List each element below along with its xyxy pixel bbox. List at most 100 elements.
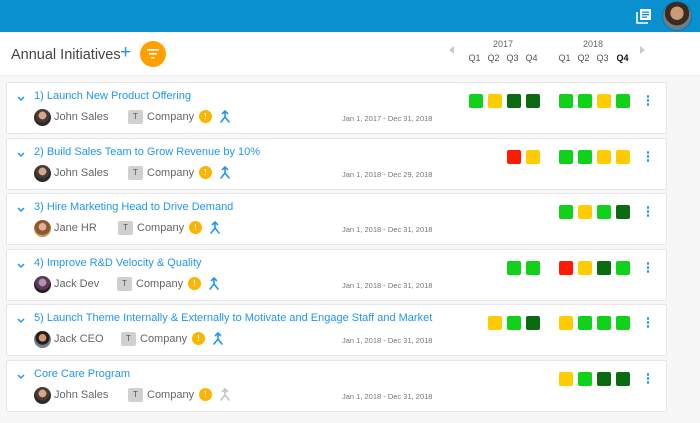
initiative-title[interactable]: 5) Launch Theme Internally & Externally … [34, 312, 433, 324]
owner-name[interactable]: Jack Dev [54, 278, 100, 290]
owner-name[interactable]: John Sales [54, 111, 109, 123]
add-initiative-button[interactable]: + [120, 42, 132, 63]
status-2017-q3-green[interactable] [507, 261, 521, 275]
status-2018-q2-green[interactable] [578, 94, 592, 108]
type-badge: T [128, 110, 143, 124]
status-2018-q2-green[interactable] [578, 372, 592, 386]
more-options-icon[interactable] [646, 317, 650, 329]
initiative-title[interactable]: Core Care Program [34, 368, 130, 380]
merge-icon[interactable] [209, 221, 221, 235]
date-range: Jan 1, 2018 - Dec 31, 2018 [342, 281, 433, 290]
status-2018-q2-green[interactable] [578, 150, 592, 164]
status-2018-q4-darkgreen[interactable] [616, 372, 630, 386]
status-2018-q2-yellow[interactable] [578, 261, 592, 275]
status-2018-q1-green[interactable] [559, 94, 573, 108]
owner-name[interactable]: Jane HR [54, 222, 97, 234]
type-badge: T [118, 221, 133, 235]
more-options-icon[interactable] [646, 95, 650, 107]
merge-icon[interactable] [219, 110, 231, 124]
more-options-icon[interactable] [646, 151, 650, 163]
status-2017-q3-red[interactable] [507, 150, 521, 164]
status-2017-q2-yellow[interactable] [488, 94, 502, 108]
initiative-card[interactable]: 4) Improve R&D Velocity & Quality Jack D… [6, 249, 667, 301]
type-badge: T [121, 332, 136, 346]
status-2018-q3-darkgreen[interactable] [597, 372, 611, 386]
status-2017-q2-yellow[interactable] [488, 316, 502, 330]
more-options-icon[interactable] [646, 373, 650, 385]
owner-name[interactable]: Jack CEO [54, 333, 104, 345]
status-2017-q4-yellow[interactable] [526, 150, 540, 164]
initiative-title[interactable]: 1) Launch New Product Offering [34, 90, 191, 102]
status-2017-q3-green[interactable] [507, 316, 521, 330]
chevron-down-icon[interactable] [16, 373, 26, 381]
info-badge[interactable]: ! [192, 332, 205, 345]
merge-icon[interactable] [212, 332, 224, 346]
initiative-title[interactable]: 3) Hire Marketing Head to Drive Demand [34, 201, 234, 213]
filter-button[interactable] [140, 41, 166, 67]
initiative-title[interactable]: 2) Build Sales Team to Grow Revenue by 1… [34, 146, 261, 158]
status-2018-q1-green[interactable] [559, 205, 573, 219]
more-options-icon[interactable] [646, 206, 650, 218]
level-label: Company [140, 333, 188, 345]
filter-icon [147, 49, 159, 59]
status-2018-q2-green[interactable] [578, 316, 592, 330]
status-2018-q4-darkgreen[interactable] [616, 205, 630, 219]
info-badge[interactable]: ! [188, 277, 201, 290]
year-label-2018: 2018 [583, 39, 604, 49]
status-2017-q4-darkgreen[interactable] [526, 94, 540, 108]
status-2018-q3-darkgreen[interactable] [597, 261, 611, 275]
status-2018-q4-green[interactable] [616, 94, 630, 108]
chevron-down-icon[interactable] [16, 262, 26, 270]
year-label-2017: 2017 [493, 39, 514, 49]
status-2017-q4-darkgreen[interactable] [526, 316, 540, 330]
status-2017-q3-darkgreen[interactable] [507, 94, 521, 108]
status-2018-q3-green[interactable] [597, 205, 611, 219]
info-badge[interactable]: ! [199, 166, 212, 179]
toolbar: Annual Initiatives + 2017 Q1 Q2 Q3 Q4 20… [0, 32, 700, 76]
info-badge[interactable]: ! [189, 221, 202, 234]
chevron-down-icon[interactable] [16, 317, 26, 325]
quarter-2017-q2: Q2 [487, 53, 500, 63]
timeline-prev-arrow[interactable] [449, 46, 454, 54]
owner-name[interactable]: John Sales [54, 167, 109, 179]
owner-name[interactable]: John Sales [54, 389, 109, 401]
status-2018-q4-green[interactable] [616, 261, 630, 275]
more-options-icon[interactable] [646, 262, 650, 274]
status-2018-q1-green[interactable] [559, 150, 573, 164]
documents-icon[interactable] [636, 8, 652, 24]
owner-avatar [34, 331, 51, 348]
initiative-card[interactable]: 3) Hire Marketing Head to Drive Demand J… [6, 193, 667, 245]
initiative-title[interactable]: 4) Improve R&D Velocity & Quality [34, 257, 202, 269]
status-2018-q1-yellow[interactable] [559, 372, 573, 386]
owner-avatar [34, 387, 51, 404]
merge-icon[interactable] [208, 277, 220, 291]
date-range: Jan 1, 2018 - Dec 31, 2018 [342, 336, 433, 345]
merge-icon[interactable] [219, 166, 231, 180]
chevron-down-icon[interactable] [16, 95, 26, 103]
level-label: Company [147, 167, 195, 179]
status-2017-q1-green[interactable] [469, 94, 483, 108]
initiative-card[interactable]: 5) Launch Theme Internally & Externally … [6, 304, 667, 356]
timeline-next-arrow[interactable] [640, 46, 645, 54]
status-2018-q1-red[interactable] [559, 261, 573, 275]
owner-avatar [34, 276, 51, 293]
status-2018-q4-yellow[interactable] [616, 150, 630, 164]
chevron-down-icon[interactable] [16, 206, 26, 214]
date-range: Jan 1, 2018 - Dec 29, 2018 [342, 170, 433, 179]
status-2018-q3-yellow[interactable] [597, 94, 611, 108]
status-2018-q1-yellow[interactable] [559, 316, 573, 330]
initiative-card[interactable]: 1) Launch New Product Offering John Sale… [6, 82, 667, 134]
app-header [0, 0, 700, 32]
status-2018-q2-yellow[interactable] [578, 205, 592, 219]
status-2018-q3-green[interactable] [597, 316, 611, 330]
status-2017-q4-green[interactable] [526, 261, 540, 275]
status-2018-q3-yellow[interactable] [597, 150, 611, 164]
level-label: Company [147, 389, 195, 401]
chevron-down-icon[interactable] [16, 151, 26, 159]
initiative-card[interactable]: 2) Build Sales Team to Grow Revenue by 1… [6, 138, 667, 190]
status-2018-q4-green[interactable] [616, 316, 630, 330]
initiative-card[interactable]: Core Care Program John Sales T Company !… [6, 360, 667, 412]
user-avatar[interactable] [662, 1, 692, 31]
info-badge[interactable]: ! [199, 388, 212, 401]
info-badge[interactable]: ! [199, 110, 212, 123]
